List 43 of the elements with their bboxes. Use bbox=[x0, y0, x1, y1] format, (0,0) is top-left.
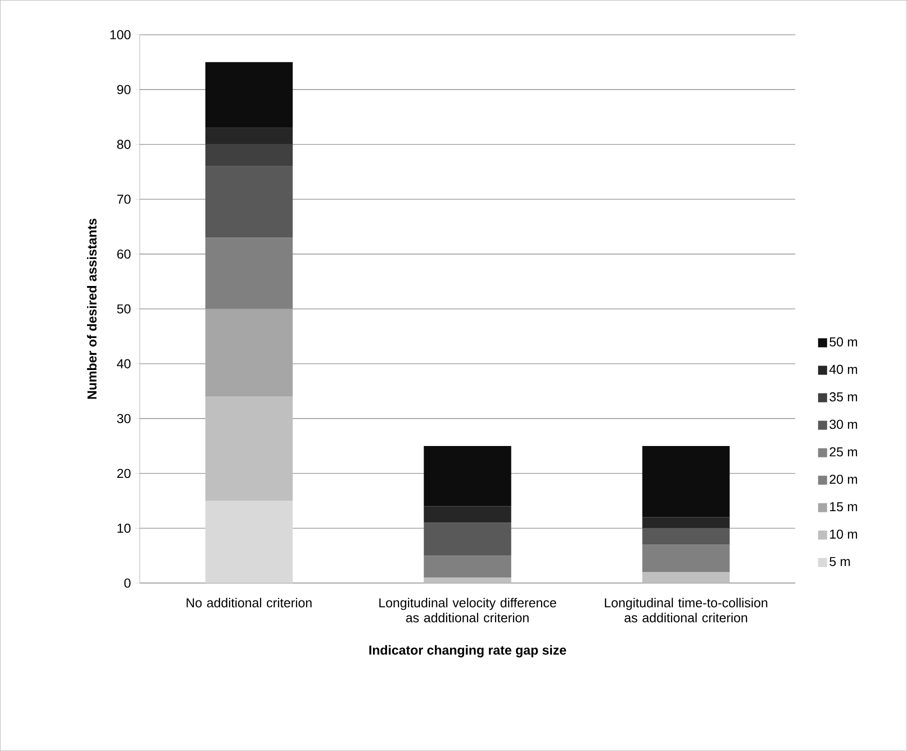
x-axis-title: Indicator changing rate gap size bbox=[369, 645, 566, 658]
legend-label: 35 m bbox=[830, 392, 858, 402]
x-tick-label: No additional criterion bbox=[186, 598, 312, 608]
y-tick-label: 0 bbox=[124, 578, 131, 588]
bar bbox=[205, 62, 293, 128]
legend-label: 25 m bbox=[830, 447, 858, 456]
bar bbox=[642, 572, 730, 584]
bar bbox=[424, 446, 512, 506]
bar bbox=[424, 578, 512, 584]
legend-label: 5 m bbox=[830, 557, 850, 566]
legend-label: 10 m bbox=[830, 530, 858, 539]
bar bbox=[205, 144, 293, 166]
y-tick-label: 60 bbox=[117, 250, 131, 259]
bar bbox=[205, 500, 293, 584]
y-tick-label: 10 bbox=[118, 524, 131, 533]
legend-label: 30 m bbox=[830, 420, 858, 429]
bar bbox=[642, 446, 730, 518]
y-tick-label: 90 bbox=[117, 85, 131, 94]
bar bbox=[205, 308, 293, 397]
bar bbox=[205, 396, 293, 501]
bar bbox=[424, 522, 512, 556]
bar bbox=[642, 544, 730, 572]
y-tick-label: 80 bbox=[117, 140, 131, 150]
y-tick-label: 20 bbox=[117, 468, 131, 478]
y-tick-label: 40 bbox=[116, 359, 131, 368]
y-tick-label: 50 bbox=[117, 304, 131, 314]
bar bbox=[205, 128, 293, 144]
x-tick-label: Longitudinal time-to-collision as additional criterion bbox=[604, 598, 768, 622]
bar bbox=[424, 506, 512, 523]
legend-label: 15 m bbox=[830, 502, 858, 512]
legend-label: 40 m bbox=[829, 364, 858, 374]
bar bbox=[205, 238, 293, 309]
y-axis-title: Number of desired assistants bbox=[87, 218, 97, 399]
y-tick-label: 100 bbox=[110, 30, 131, 40]
y-tick-label: 30 bbox=[117, 414, 131, 424]
bar bbox=[424, 556, 512, 578]
legend-label: 20 m bbox=[830, 474, 858, 484]
bar bbox=[642, 517, 730, 528]
x-tick-label: Longitudinal velocity difference as additional criterion bbox=[379, 598, 556, 622]
legend-label: 50 m bbox=[830, 337, 858, 347]
bar bbox=[642, 528, 730, 545]
y-tick-label: 70 bbox=[117, 194, 131, 204]
bar bbox=[205, 166, 293, 238]
